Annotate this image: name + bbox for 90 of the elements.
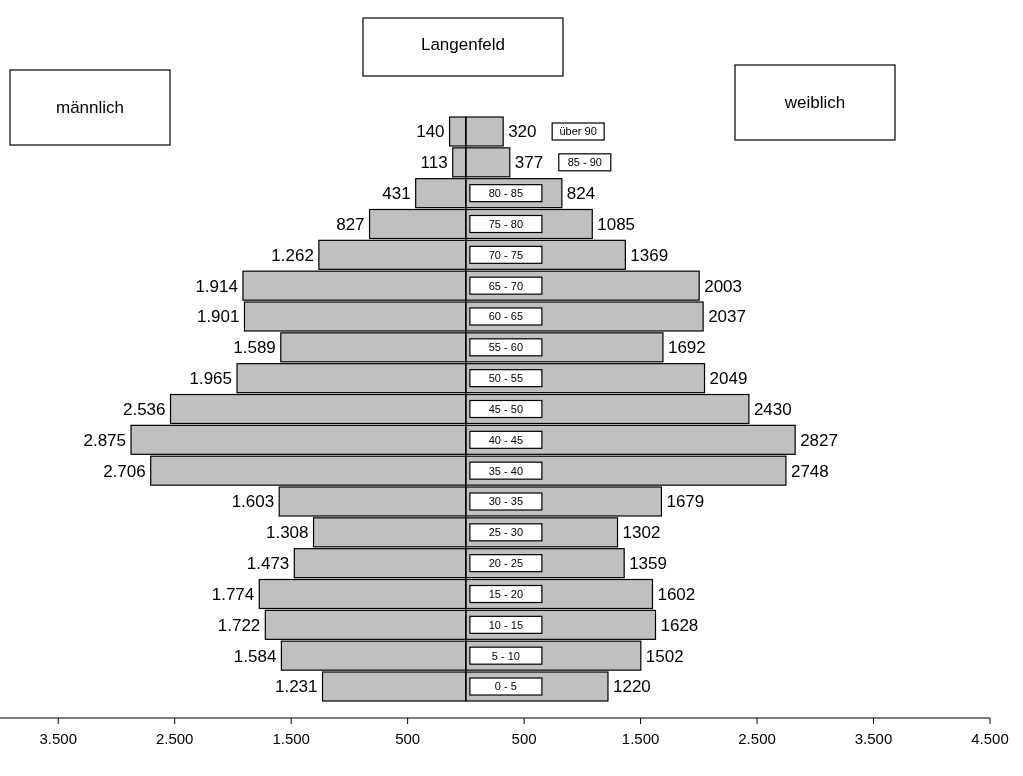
y-tick-label: 80 - 85 xyxy=(488,187,524,200)
age-group-tag: 15 - 20 xyxy=(469,584,543,604)
data-label: 113 xyxy=(420,153,448,173)
text-box: weiblich xyxy=(734,64,896,141)
age-group-tag: 50 - 55 xyxy=(469,369,543,388)
y-tick-label: 10 - 15 xyxy=(488,618,524,631)
data-label: 1.603 xyxy=(231,492,275,512)
data-label: 2827 xyxy=(800,430,838,450)
y-tick-label: 55 - 60 xyxy=(488,341,524,354)
age-group-tag: 25 - 30 xyxy=(469,523,543,542)
data-label: 2049 xyxy=(709,369,748,389)
age-group-tag: 85 - 90 xyxy=(558,153,612,172)
x-tick-label: 2.500 xyxy=(738,730,776,747)
age-group-tag: 5 - 10 xyxy=(469,646,543,665)
data-label: 2.536 xyxy=(122,399,166,419)
age-group-tag: 10 - 15 xyxy=(469,615,543,634)
data-label: 377 xyxy=(514,153,544,173)
data-label: 1502 xyxy=(645,646,684,666)
data-label: 2748 xyxy=(790,461,829,481)
data-label: 1085 xyxy=(597,214,636,234)
data-label: 1.965 xyxy=(189,369,233,389)
y-tick-label: 0 - 5 xyxy=(494,680,517,693)
data-label: 2.706 xyxy=(103,461,146,481)
data-label: 1.901 xyxy=(196,307,240,327)
y-tick-label: 20 - 25 xyxy=(488,557,524,570)
data-label: 827 xyxy=(336,214,365,234)
x-tick-label: 3.500 xyxy=(39,730,78,747)
y-tick-label: 50 - 55 xyxy=(488,372,524,385)
data-label: 2.875 xyxy=(83,430,127,450)
age-group-tag: über 90 xyxy=(551,122,605,141)
y-tick-label: 75 - 80 xyxy=(488,217,524,230)
age-group-tag: 80 - 85 xyxy=(469,184,543,203)
title-box: Langenfeld xyxy=(362,17,564,77)
y-tick-label: über 90 xyxy=(559,125,597,138)
data-label: 824 xyxy=(566,184,596,204)
data-label: 1628 xyxy=(660,615,699,635)
age-group-tag: 20 - 25 xyxy=(469,554,543,573)
age-group-tag: 35 - 40 xyxy=(469,461,543,480)
y-tick-label: 45 - 50 xyxy=(488,402,524,415)
age-group-tag: 40 - 45 xyxy=(469,430,543,449)
age-group-tag: 45 - 50 xyxy=(469,399,543,419)
data-label: 1602 xyxy=(657,584,696,604)
x-tick-label: 3.500 xyxy=(854,730,893,747)
y-tick-label: 5 - 10 xyxy=(491,649,520,662)
age-group-tag: 0 - 5 xyxy=(469,677,543,696)
data-label: 1.774 xyxy=(211,584,255,604)
data-label: 1369 xyxy=(630,245,669,265)
x-tick-label: 500 xyxy=(395,730,421,747)
data-label: 2037 xyxy=(708,307,746,327)
age-group-tag: 30 - 35 xyxy=(469,492,543,511)
y-tick-label: 30 - 35 xyxy=(488,495,524,508)
data-label: 1.473 xyxy=(246,554,290,574)
data-label: 1692 xyxy=(667,338,706,358)
y-tick-label: 85 - 90 xyxy=(567,156,602,169)
age-group-tag: 75 - 80 xyxy=(469,214,543,234)
data-label: 1359 xyxy=(629,554,667,574)
y-tick-label: 65 - 70 xyxy=(488,279,524,292)
chart-title: Langenfeld xyxy=(420,34,506,54)
data-label: 1.584 xyxy=(233,646,277,666)
data-label: 2003 xyxy=(704,276,742,296)
y-tick-label: 35 - 40 xyxy=(488,464,524,477)
x-tick-label: 500 xyxy=(511,730,537,747)
x-tick-label: 4.500 xyxy=(971,730,1009,747)
annotation: männlich xyxy=(55,98,125,118)
data-label: 431 xyxy=(382,184,411,204)
data-label: 140 xyxy=(416,122,445,142)
x-tick-label: 1.500 xyxy=(272,730,310,747)
age-group-tag: 70 - 75 xyxy=(469,245,543,264)
x-tick-label: 2.500 xyxy=(155,730,194,747)
age-group-tag: 60 - 65 xyxy=(469,307,543,326)
data-label: 1220 xyxy=(612,677,651,697)
data-label: 1.589 xyxy=(233,338,276,358)
data-label: 1.722 xyxy=(217,615,261,635)
y-tick-label: 40 - 45 xyxy=(488,433,524,446)
data-label: 1.231 xyxy=(274,677,318,697)
data-label: 1.262 xyxy=(271,245,314,265)
y-tick-label: 25 - 30 xyxy=(488,526,524,539)
text-box: männlich xyxy=(9,69,171,146)
x-tick-label: 1.500 xyxy=(621,730,660,747)
data-label: 1679 xyxy=(666,492,705,512)
data-label: 2430 xyxy=(753,399,792,419)
y-tick-label: 15 - 20 xyxy=(488,587,524,600)
data-label: 1.914 xyxy=(195,276,238,296)
age-group-tag: 55 - 60 xyxy=(469,338,543,357)
y-tick-label: 60 - 65 xyxy=(488,310,524,323)
age-group-tag: 65 - 70 xyxy=(469,276,543,295)
y-tick-label: 70 - 75 xyxy=(488,248,524,261)
data-label: 1302 xyxy=(622,523,661,543)
data-label: 1.308 xyxy=(265,523,309,543)
data-label: 320 xyxy=(508,122,537,142)
